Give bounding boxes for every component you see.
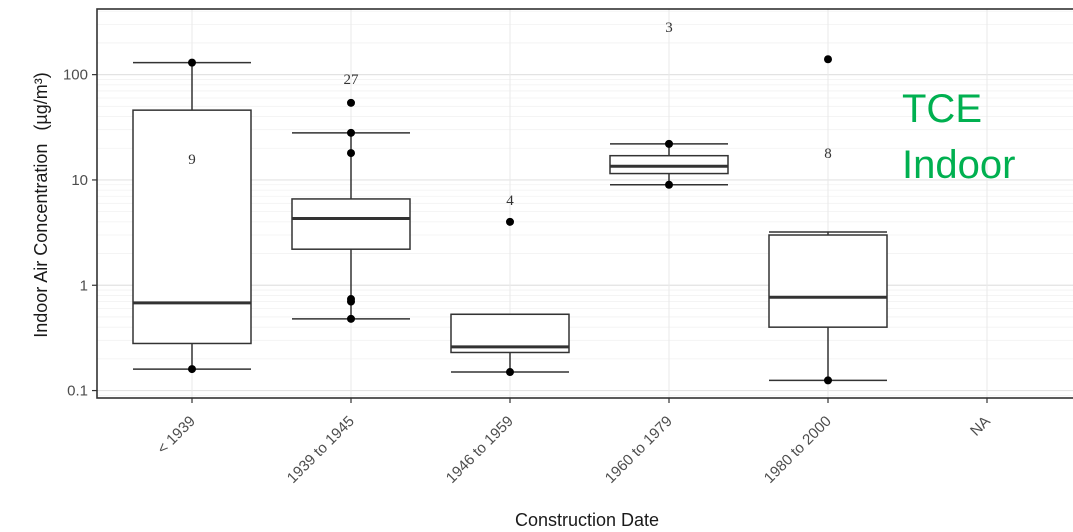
data-point — [188, 365, 196, 374]
overlay-label-indoor: Indoor — [902, 143, 1015, 187]
data-point — [824, 376, 832, 385]
box-4 — [609, 139, 729, 189]
box-5 — [768, 55, 888, 385]
plot-panel-border — [96, 8, 1073, 399]
x-axis-ticks: < 1939 1939 to 1945 1946 to 1959 1960 to 19… — [154, 398, 994, 487]
sample-size-label: 27 — [344, 72, 360, 88]
x-tick-label: 1946 to 1959 — [443, 413, 517, 487]
box-1 — [132, 58, 252, 374]
y-tick-label: 100 — [63, 67, 88, 84]
y-axis-title-main: Indoor Air Concentration — [31, 144, 51, 338]
data-point — [506, 217, 514, 226]
data-point — [824, 55, 832, 64]
sample-size-label: 4 — [506, 193, 514, 209]
x-tick-label: 1960 to 1979 — [602, 413, 676, 487]
y-axis-title-unit: (µg/m³) — [31, 72, 51, 130]
x-tick-label: 1939 to 1945 — [284, 413, 358, 487]
sample-size-label: 3 — [665, 20, 673, 36]
data-point — [347, 297, 355, 306]
y-tick-label: 0.1 — [67, 383, 88, 400]
x-axis-title: Construction Date — [515, 510, 659, 530]
sample-size-label: 8 — [824, 146, 832, 162]
grid-lines — [97, 9, 1073, 398]
iqr-box — [132, 109, 252, 345]
iqr-box — [609, 154, 729, 175]
data-point — [347, 98, 355, 107]
box-3 — [450, 217, 570, 377]
y-axis-ticks: 0.1 1 10 100 — [63, 67, 97, 400]
iqr-box — [291, 198, 411, 250]
data-point — [347, 128, 355, 137]
x-tick-label: < 1939 — [154, 413, 199, 458]
box-plots: 9 27 4 3 8 — [132, 20, 888, 385]
data-point — [188, 58, 196, 67]
data-point — [347, 314, 355, 323]
overlay-label-tce: TCE — [902, 87, 982, 131]
data-point — [347, 149, 355, 158]
x-tick-label: 1980 to 2000 — [761, 413, 835, 487]
sample-size-label: 9 — [188, 152, 196, 168]
y-axis-title: Indoor Air Concentration (µg/m³) — [31, 72, 51, 338]
y-tick-label: 1 — [80, 277, 88, 294]
box-2 — [291, 98, 411, 323]
y-tick-label: 10 — [71, 172, 88, 189]
data-point — [506, 368, 514, 377]
data-point — [665, 139, 673, 148]
x-tick-label: NA — [967, 413, 994, 440]
iqr-box — [768, 234, 888, 328]
data-point — [665, 180, 673, 189]
